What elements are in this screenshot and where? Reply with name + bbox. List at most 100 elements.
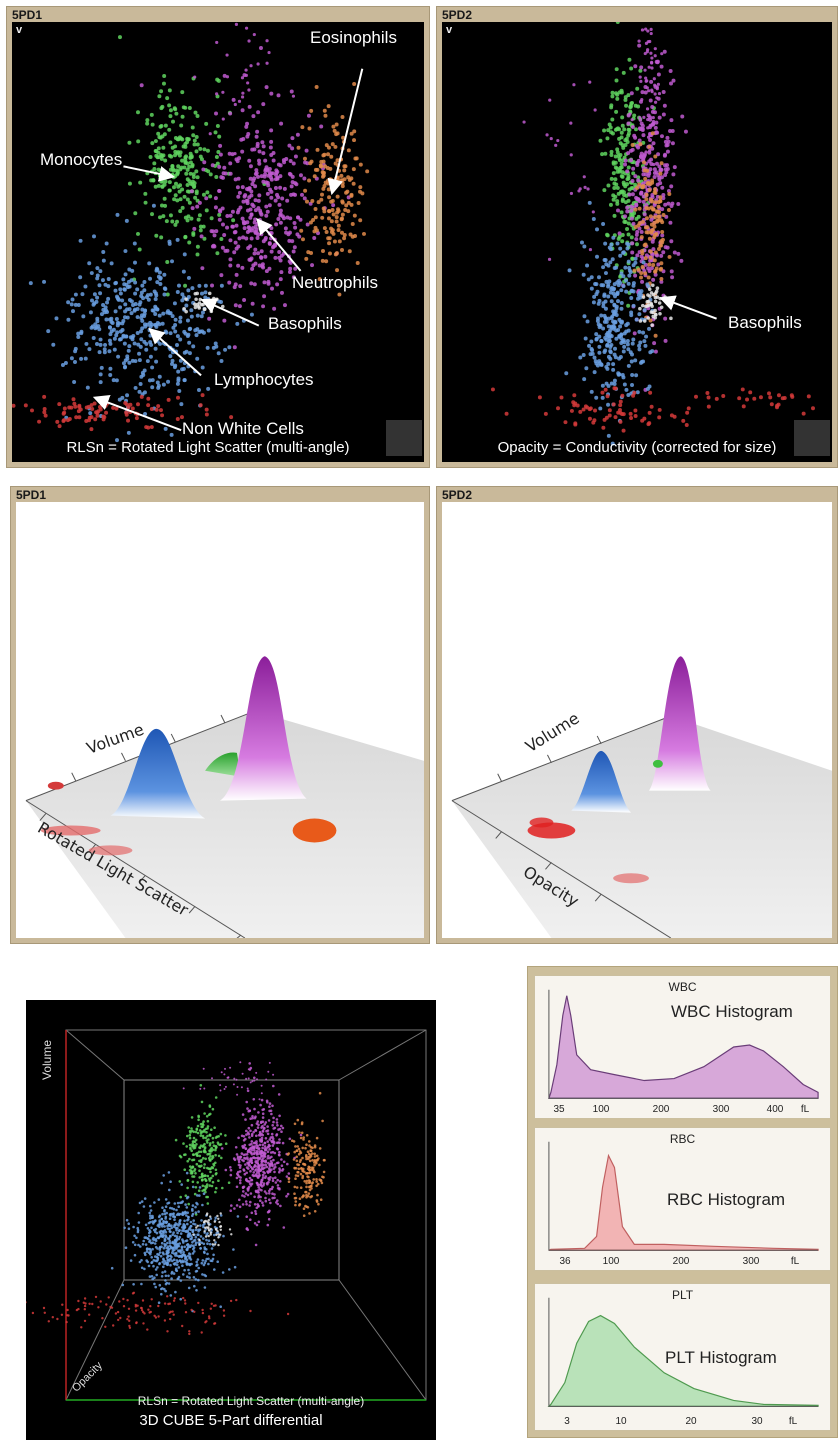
arrow-monocytes	[123, 165, 176, 182]
scatter-plot-area: v Basophils Opacity = Conductivity (corr…	[442, 22, 832, 462]
histogram-title: RBC	[669, 1132, 696, 1146]
label-non-white-cells: Non White Cells	[182, 419, 304, 438]
tick-label: 10	[615, 1416, 627, 1427]
cluster-non-white	[26, 1291, 290, 1336]
histogram-fill	[548, 1153, 819, 1251]
surface-plot-area: Volume Opacity	[442, 502, 832, 938]
tick-label: 3	[564, 1416, 570, 1427]
panel-title: 5PD1	[16, 488, 47, 502]
tick-label: 20	[685, 1416, 697, 1427]
histogram-plt: PLT PLT Histogram 3 10 20 30 fL	[534, 1283, 831, 1431]
corner-box	[386, 420, 422, 456]
cluster-neutrophils	[220, 1062, 303, 1247]
cluster-monocytes	[174, 1084, 231, 1216]
tick-label: fL	[790, 1256, 800, 1267]
tick-label: fL	[788, 1416, 798, 1427]
label-basophils: Basophils	[268, 314, 342, 333]
tick-label: 300	[712, 1104, 730, 1115]
v-label: v	[16, 24, 23, 36]
peak-lymphocytes	[571, 750, 632, 813]
cluster-neutrophils-scatter	[193, 22, 296, 156]
peak-eosinophils	[292, 818, 337, 843]
cube-plot	[26, 1029, 427, 1401]
peak-neutrophils	[220, 656, 307, 801]
histogram-axes	[548, 989, 819, 1099]
cube-caption: 3D CUBE 5-Part differential	[139, 1412, 323, 1429]
tick-label: 100	[592, 1104, 610, 1115]
arrow-basophils	[200, 298, 260, 327]
cluster-eosinophils	[630, 131, 672, 338]
tick-label: 400	[766, 1104, 784, 1115]
tick-label: 35	[553, 1104, 565, 1115]
histogram-label: PLT Histogram	[665, 1348, 777, 1367]
histogram-axes	[548, 1297, 819, 1407]
surface-plot-area: Volume Rotated Light Scatter	[16, 502, 424, 938]
cluster-basophils	[192, 1212, 233, 1247]
label-lymphocytes: Lymphocytes	[214, 370, 314, 389]
label-eosinophils: Eosinophils	[310, 28, 397, 47]
corner-box	[794, 420, 830, 456]
surface-panel-5pd2: 5PD2 Volume Opacity	[436, 486, 838, 944]
arrow-non-white	[92, 395, 182, 432]
cube-panel: Volume Opacity RLSn = Rotated Light Scat…	[26, 1000, 436, 1440]
scatter-plot-area: v Eosinophils Monocytes Neutrophils Baso…	[12, 22, 424, 462]
histogram-fill	[547, 1314, 819, 1407]
histogram-title: PLT	[671, 1288, 694, 1302]
cluster-sparse	[182, 1061, 275, 1101]
footer-rlsn: RLSn = Rotated Light Scatter (multi-angl…	[137, 1394, 365, 1408]
arrow-lymphocytes	[148, 327, 202, 377]
cluster-neutrophils-scatter	[628, 27, 664, 173]
peak-neutrophils	[648, 656, 711, 791]
label-basophils: Basophils	[728, 313, 802, 332]
cluster-lymphocytes	[110, 1171, 240, 1313]
tick-label: 30	[751, 1416, 763, 1427]
histogram-label: RBC Histogram	[667, 1190, 786, 1209]
footer-rlsn: RLSn = Rotated Light Scatter (multi-angl…	[66, 439, 350, 456]
histogram-curve	[547, 1297, 819, 1407]
arrow-neutrophils	[256, 218, 302, 272]
panel-title: 5PD2	[442, 8, 473, 22]
cluster-lymphocytes	[564, 200, 655, 446]
cluster-non-white	[490, 386, 719, 433]
arrow-basophils	[659, 295, 717, 320]
histogram-fill	[548, 995, 819, 1099]
tick-label: 36	[559, 1256, 571, 1267]
label-monocytes: Monocytes	[40, 150, 123, 169]
scatter-panel-5pd1: 5PD1 v Eosinophils Monocytes Neutrophils…	[6, 6, 430, 468]
histogram-axes	[548, 1141, 819, 1251]
histogram-curve	[548, 989, 819, 1099]
surface-plot-5pd1	[25, 656, 424, 938]
histogram-title: WBC	[668, 980, 697, 994]
histogram-label: WBC Histogram	[671, 1002, 793, 1021]
panel-title: 5PD1	[12, 8, 43, 22]
tick-label: 200	[652, 1104, 670, 1115]
cluster-lymphocytes	[28, 203, 254, 443]
peak-lymphocytes	[110, 728, 206, 819]
footer-opacity: Opacity = Conductivity (corrected for si…	[497, 439, 777, 456]
cluster-basophils	[638, 283, 673, 327]
peak-monocytes	[205, 752, 241, 777]
histogram-stack: WBC WBC Histogram 35 100 200 300 400 fL …	[527, 966, 838, 1438]
tick-label: fL	[800, 1104, 810, 1115]
annotation-arrows	[659, 295, 717, 320]
histogram-rbc: RBC RBC Histogram 36 100 200 300 fL	[534, 1127, 831, 1271]
v-label: v	[446, 24, 453, 36]
cluster-eosinophils	[286, 1091, 326, 1217]
annotation-arrows	[92, 68, 364, 432]
histogram-curve	[548, 1141, 819, 1251]
scatter-panel-5pd2: 5PD2 v Basophils Opacity = Conductivity …	[436, 6, 838, 468]
floor-plane	[25, 711, 424, 938]
surface-plot-5pd2	[451, 656, 832, 938]
cluster-sparse	[522, 80, 597, 261]
panel-title: 5PD2	[442, 488, 473, 502]
tick-label: 300	[742, 1256, 760, 1267]
axis-volume: Volume	[40, 1039, 54, 1080]
tick-label: 200	[672, 1256, 690, 1267]
arrow-eosinophils	[327, 68, 364, 196]
surface-panel-5pd1: 5PD1 Volume Rotated Light Scatter	[10, 486, 430, 944]
histogram-wbc: WBC WBC Histogram 35 100 200 300 400 fL	[534, 975, 831, 1119]
cluster-non-white-right	[705, 387, 815, 416]
floor-plane	[451, 716, 832, 938]
label-neutrophils: Neutrophils	[292, 273, 378, 292]
tick-label: 100	[602, 1256, 620, 1267]
